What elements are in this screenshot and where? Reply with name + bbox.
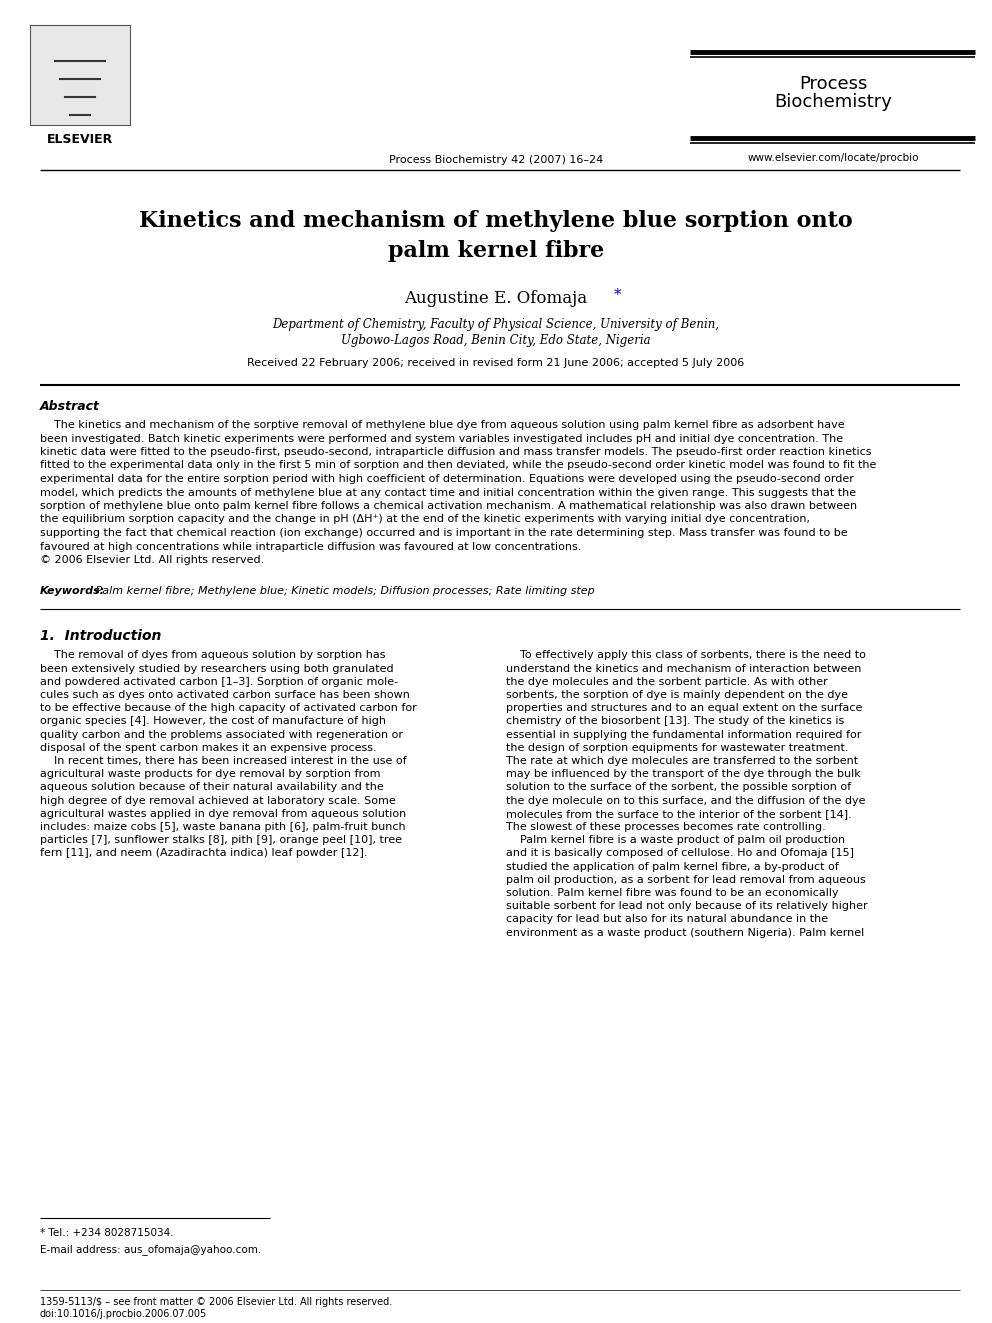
Text: The rate at which dye molecules are transferred to the sorbent: The rate at which dye molecules are tran… [506,757,858,766]
Text: quality carbon and the problems associated with regeneration or: quality carbon and the problems associat… [40,730,403,740]
Text: environment as a waste product (southern Nigeria). Palm kernel: environment as a waste product (southern… [506,927,864,938]
Text: the equilibrium sorption capacity and the change in pH (ΔH⁺) at the end of the k: the equilibrium sorption capacity and th… [40,515,810,524]
Text: Palm kernel fibre; Methylene blue; Kinetic models; Diffusion processes; Rate lim: Palm kernel fibre; Methylene blue; Kinet… [92,586,595,597]
Text: disposal of the spent carbon makes it an expensive process.: disposal of the spent carbon makes it an… [40,744,377,753]
Text: model, which predicts the amounts of methylene blue at any contact time and init: model, which predicts the amounts of met… [40,487,856,497]
Text: may be influenced by the transport of the dye through the bulk: may be influenced by the transport of th… [506,769,861,779]
Text: the dye molecules and the sorbent particle. As with other: the dye molecules and the sorbent partic… [506,677,827,687]
Text: chemistry of the biosorbent [13]. The study of the kinetics is: chemistry of the biosorbent [13]. The st… [506,717,844,726]
Text: The removal of dyes from aqueous solution by sorption has: The removal of dyes from aqueous solutio… [40,651,386,660]
Text: to be effective because of the high capacity of activated carbon for: to be effective because of the high capa… [40,704,417,713]
Text: capacity for lead but also for its natural abundance in the: capacity for lead but also for its natur… [506,914,828,925]
Text: agricultural waste products for dye removal by sorption from: agricultural waste products for dye remo… [40,769,381,779]
Text: understand the kinetics and mechanism of interaction between: understand the kinetics and mechanism of… [506,664,861,673]
Text: the design of sorption equipments for wastewater treatment.: the design of sorption equipments for wa… [506,744,848,753]
FancyBboxPatch shape [30,25,130,124]
Text: doi:10.1016/j.procbio.2006.07.005: doi:10.1016/j.procbio.2006.07.005 [40,1308,207,1319]
Text: Process: Process [799,75,867,93]
Text: In recent times, there has been increased interest in the use of: In recent times, there has been increase… [40,757,407,766]
Text: cules such as dyes onto activated carbon surface has been shown: cules such as dyes onto activated carbon… [40,691,410,700]
Text: and it is basically composed of cellulose. Ho and Ofomaja [15]: and it is basically composed of cellulos… [506,848,854,859]
Text: sorbents, the sorption of dye is mainly dependent on the dye: sorbents, the sorption of dye is mainly … [506,691,848,700]
Text: essential in supplying the fundamental information required for: essential in supplying the fundamental i… [506,730,861,740]
Text: palm oil production, as a sorbent for lead removal from aqueous: palm oil production, as a sorbent for le… [506,875,866,885]
Text: © 2006 Elsevier Ltd. All rights reserved.: © 2006 Elsevier Ltd. All rights reserved… [40,556,264,565]
Text: Department of Chemistry, Faculty of Physical Science, University of Benin,: Department of Chemistry, Faculty of Phys… [273,318,719,331]
Text: solution to the surface of the sorbent, the possible sorption of: solution to the surface of the sorbent, … [506,782,851,792]
Text: Biochemistry: Biochemistry [774,93,892,111]
Text: Keywords:: Keywords: [40,586,105,597]
Text: aqueous solution because of their natural availability and the: aqueous solution because of their natura… [40,782,384,792]
Text: studied the application of palm kernel fibre, a by-product of: studied the application of palm kernel f… [506,861,839,872]
Text: organic species [4]. However, the cost of manufacture of high: organic species [4]. However, the cost o… [40,717,386,726]
Text: includes: maize cobs [5], waste banana pith [6], palm-fruit bunch: includes: maize cobs [5], waste banana p… [40,822,406,832]
Text: the dye molecule on to this surface, and the diffusion of the dye: the dye molecule on to this surface, and… [506,795,865,806]
Text: fitted to the experimental data only in the first 5 min of sorption and then dev: fitted to the experimental data only in … [40,460,876,471]
Text: solution. Palm kernel fibre was found to be an economically: solution. Palm kernel fibre was found to… [506,888,838,898]
Text: high degree of dye removal achieved at laboratory scale. Some: high degree of dye removal achieved at l… [40,795,396,806]
Text: Kinetics and mechanism of methylene blue sorption onto
palm kernel fibre: Kinetics and mechanism of methylene blue… [139,210,853,262]
Text: To effectively apply this class of sorbents, there is the need to: To effectively apply this class of sorbe… [506,651,866,660]
Text: suitable sorbent for lead not only because of its relatively higher: suitable sorbent for lead not only becau… [506,901,868,912]
Text: particles [7], sunflower stalks [8], pith [9], orange peel [10], tree: particles [7], sunflower stalks [8], pit… [40,835,402,845]
Text: experimental data for the entire sorption period with high coefficient of determ: experimental data for the entire sorptio… [40,474,854,484]
Text: ELSEVIER: ELSEVIER [47,134,113,146]
Text: been investigated. Batch kinetic experiments were performed and system variables: been investigated. Batch kinetic experim… [40,434,843,443]
Text: been extensively studied by researchers using both granulated: been extensively studied by researchers … [40,664,394,673]
Text: The slowest of these processes becomes rate controlling.: The slowest of these processes becomes r… [506,822,825,832]
Text: Received 22 February 2006; received in revised form 21 June 2006; accepted 5 Jul: Received 22 February 2006; received in r… [247,359,745,368]
Text: 1359-5113/$ – see front matter © 2006 Elsevier Ltd. All rights reserved.: 1359-5113/$ – see front matter © 2006 El… [40,1297,392,1307]
Text: and powdered activated carbon [1–3]. Sorption of organic mole-: and powdered activated carbon [1–3]. Sor… [40,677,398,687]
Text: molecules from the surface to the interior of the sorbent [14].: molecules from the surface to the interi… [506,808,852,819]
Text: properties and structures and to an equal extent on the surface: properties and structures and to an equa… [506,704,862,713]
Text: Ugbowo-Lagos Road, Benin City, Edo State, Nigeria: Ugbowo-Lagos Road, Benin City, Edo State… [341,333,651,347]
Text: E-mail address: aus_ofomaja@yahoo.com.: E-mail address: aus_ofomaja@yahoo.com. [40,1244,261,1256]
Text: Palm kernel fibre is a waste product of palm oil production: Palm kernel fibre is a waste product of … [506,835,845,845]
Text: sorption of methylene blue onto palm kernel fibre follows a chemical activation : sorption of methylene blue onto palm ker… [40,501,857,511]
Text: The kinetics and mechanism of the sorptive removal of methylene blue dye from aq: The kinetics and mechanism of the sorpti… [40,419,844,430]
Text: 1.  Introduction: 1. Introduction [40,628,162,643]
Text: Augustine E. Ofomaja: Augustine E. Ofomaja [405,290,587,307]
Text: Abstract: Abstract [40,400,100,413]
Text: * Tel.: +234 8028715034.: * Tel.: +234 8028715034. [40,1228,174,1238]
Text: favoured at high concentrations while intraparticle diffusion was favoured at lo: favoured at high concentrations while in… [40,541,581,552]
Text: supporting the fact that chemical reaction (ion exchange) occurred and is import: supporting the fact that chemical reacti… [40,528,847,538]
Text: agricultural wastes applied in dye removal from aqueous solution: agricultural wastes applied in dye remov… [40,808,407,819]
Text: kinetic data were fitted to the pseudo-first, pseudo-second, intraparticle diffu: kinetic data were fitted to the pseudo-f… [40,447,872,456]
Text: Process Biochemistry 42 (2007) 16–24: Process Biochemistry 42 (2007) 16–24 [389,155,603,165]
Text: *: * [614,288,622,302]
Text: fern [11], and neem (Azadirachta indica) leaf powder [12].: fern [11], and neem (Azadirachta indica)… [40,848,367,859]
Text: www.elsevier.com/locate/procbio: www.elsevier.com/locate/procbio [747,153,919,163]
